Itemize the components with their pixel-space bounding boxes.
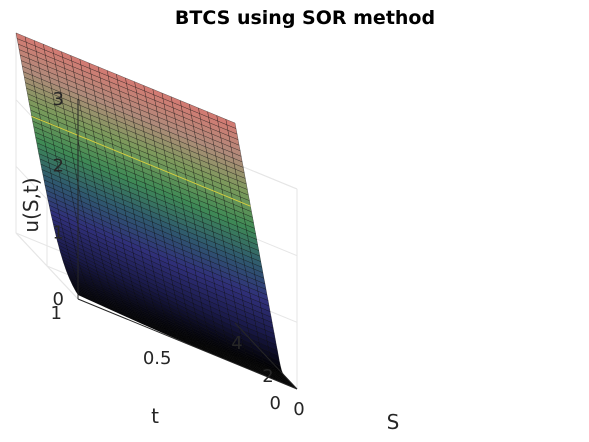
- z-tick-label: 1: [53, 222, 64, 243]
- z-tick-label: 3: [53, 89, 64, 110]
- x-tick-label: 2: [262, 366, 273, 387]
- z-tick-label: 2: [53, 156, 64, 177]
- y-axis-line: [77, 298, 298, 390]
- x-axis-line: [234, 322, 298, 390]
- y-tick-label: 1: [51, 303, 62, 324]
- surface-patch: [225, 118, 237, 129]
- y-axis-label: t: [151, 404, 159, 428]
- chart-title: BTCS using SOR method: [175, 7, 435, 29]
- z-tick-label: 0: [53, 289, 64, 310]
- x-tick-label: 4: [231, 333, 242, 354]
- contour-line: [31, 115, 251, 207]
- x-tick-label: 0: [293, 399, 304, 420]
- y-tick-label: 0: [270, 393, 281, 414]
- y-tick-label: 0.5: [143, 348, 172, 369]
- z-axis-label: u(S,t): [19, 177, 43, 232]
- surface-mesh: [15, 32, 298, 390]
- x-axis-label: S: [387, 410, 400, 434]
